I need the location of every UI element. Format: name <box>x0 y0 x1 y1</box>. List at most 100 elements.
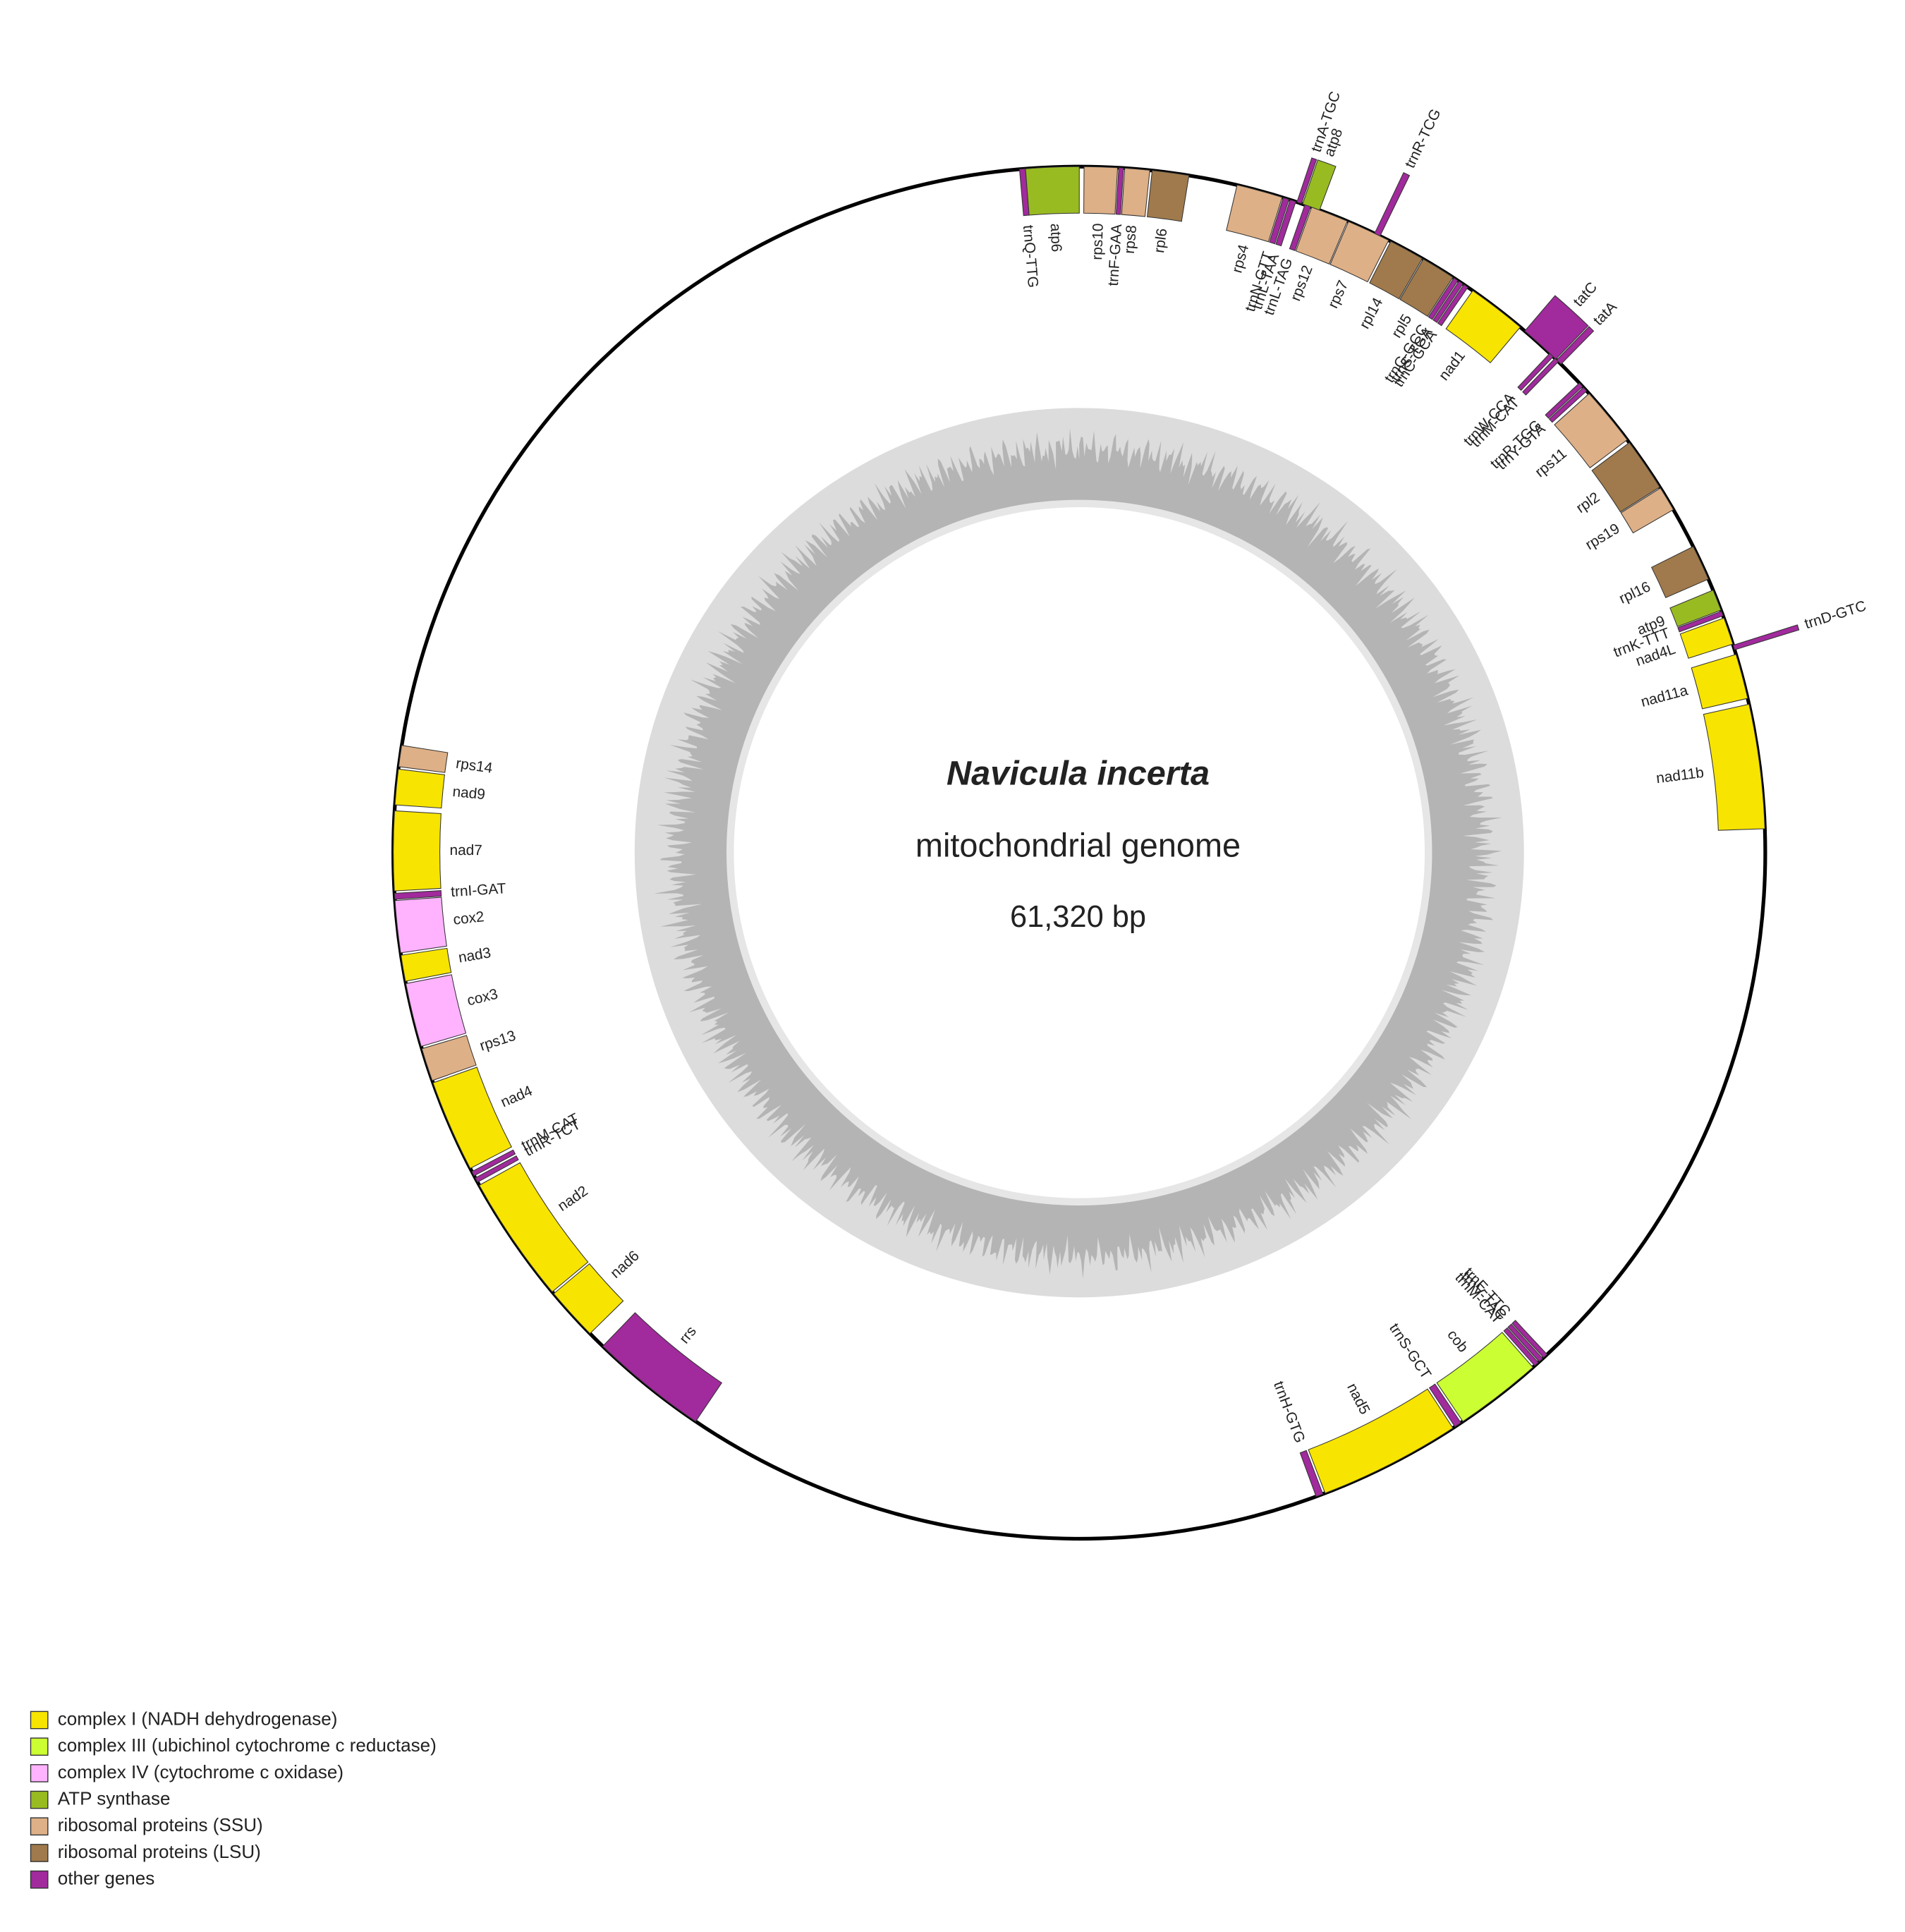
gene-block <box>1329 221 1389 283</box>
legend-swatch <box>30 1711 49 1730</box>
gene-label: nad11a <box>1639 682 1690 710</box>
gene-label: nad9 <box>452 784 486 803</box>
gene-label: rps10 <box>1089 223 1107 260</box>
gene-label: rps7 <box>1325 278 1351 310</box>
gene-label: cob <box>1444 1327 1471 1356</box>
gene-block <box>394 897 447 954</box>
gene-block <box>1517 353 1554 391</box>
gene-block <box>1507 1323 1544 1363</box>
gene-block <box>1436 1332 1534 1422</box>
legend-label: complex III (ubichinol cytochrome c redu… <box>58 1734 437 1756</box>
legend-swatch <box>30 1817 49 1836</box>
gene-label: rpl14 <box>1356 295 1386 332</box>
gc-center <box>734 507 1425 1198</box>
gene-label: trnF-GAA <box>1105 224 1125 286</box>
gene-label: nad2 <box>555 1183 591 1215</box>
gene-block <box>1025 166 1080 216</box>
gene-block <box>553 1263 624 1335</box>
legend-swatch <box>30 1870 49 1889</box>
gene-label: rpl2 <box>1574 490 1603 517</box>
gene-block <box>1369 241 1423 300</box>
gene-label: tatA <box>1590 298 1620 329</box>
gene-label: trnI-GAT <box>451 880 507 900</box>
gene-block <box>1374 172 1411 237</box>
gene-label: rps14 <box>455 755 494 777</box>
gene-label: trnD-GTC <box>1803 597 1868 632</box>
gene-block <box>1620 487 1674 534</box>
gene-block <box>475 1155 519 1183</box>
gene-block <box>1275 199 1296 247</box>
gene-block <box>1691 654 1748 710</box>
gene-block <box>1522 358 1559 396</box>
gene-block <box>1554 393 1628 468</box>
gene-block <box>1669 589 1722 628</box>
legend-swatch <box>30 1764 49 1782</box>
gene-label: tatC <box>1570 279 1600 310</box>
gene-block <box>602 1312 723 1422</box>
legend-swatch <box>30 1844 49 1862</box>
gene-block <box>1428 1383 1462 1428</box>
legend-swatch <box>30 1737 49 1756</box>
gene-label: trnR-TCG <box>1402 107 1444 171</box>
gene-label: rps13 <box>477 1028 518 1055</box>
gene-label: nad11b <box>1655 765 1705 786</box>
gene-block <box>1511 1320 1548 1359</box>
gene-block <box>400 947 452 982</box>
gene-block <box>1703 703 1765 831</box>
gene-block <box>1115 167 1124 215</box>
gene-label: rps19 <box>1583 521 1623 554</box>
gene-label: nad3 <box>457 944 492 966</box>
gene-label: atp6 <box>1047 223 1065 252</box>
genome-size: 61,320 bp <box>1010 900 1146 934</box>
gene-block <box>1650 546 1709 599</box>
gene-block <box>1308 1388 1454 1494</box>
gene-block <box>1121 167 1150 217</box>
gene-label: cox2 <box>452 909 485 928</box>
gene-label: trnQ-TTG <box>1020 224 1041 288</box>
legend-swatch <box>30 1790 49 1809</box>
gene-block <box>1591 442 1661 513</box>
gene-label: nad6 <box>607 1248 643 1282</box>
legend-label: ATP synthase <box>58 1787 171 1809</box>
genome-subtitle: mitochondrial genome <box>915 827 1241 863</box>
gene-block <box>1295 207 1348 265</box>
gene-block <box>1299 1450 1324 1497</box>
gene-block <box>394 890 442 900</box>
gene-label: trnS-GCT <box>1386 1320 1435 1382</box>
gene-label: rpl16 <box>1617 578 1653 607</box>
gene-block <box>421 1035 477 1081</box>
gene-block <box>1289 204 1311 251</box>
gene-block <box>393 810 442 892</box>
gene-block <box>398 745 449 773</box>
gene-label: nad4 <box>499 1083 535 1111</box>
gene-block <box>1437 284 1468 327</box>
gc-content-ring <box>634 408 1524 1298</box>
gene-block <box>1147 170 1190 222</box>
gene-block <box>1269 197 1290 245</box>
gene-label: nad7 <box>450 842 482 858</box>
gene-block <box>1732 624 1800 650</box>
gene-block <box>1428 277 1459 320</box>
genome-title: Navicula incerta <box>947 754 1210 792</box>
gene-block <box>1545 382 1583 419</box>
legend-label: ribosomal proteins (SSU) <box>58 1814 263 1835</box>
gene-block <box>478 1162 589 1293</box>
gene-block <box>1296 157 1317 205</box>
gene-label: rpl6 <box>1151 227 1170 253</box>
gene-label: rps8 <box>1121 224 1140 254</box>
gene-label: nad5 <box>1344 1380 1373 1417</box>
gene-block <box>405 974 467 1047</box>
gene-label: trnH-GTG <box>1270 1379 1308 1445</box>
gene-block <box>1503 1327 1539 1366</box>
gene-block <box>471 1149 516 1177</box>
gene-block <box>394 768 445 809</box>
legend-label: complex I (NADH dehydrogenase) <box>58 1708 338 1729</box>
legend-label: other genes <box>58 1868 155 1889</box>
gene-block <box>1445 290 1521 364</box>
gene-block <box>432 1067 513 1169</box>
gene-block <box>1548 387 1588 423</box>
gene-label: nad1 <box>1436 348 1468 384</box>
gene-block <box>1677 610 1724 633</box>
